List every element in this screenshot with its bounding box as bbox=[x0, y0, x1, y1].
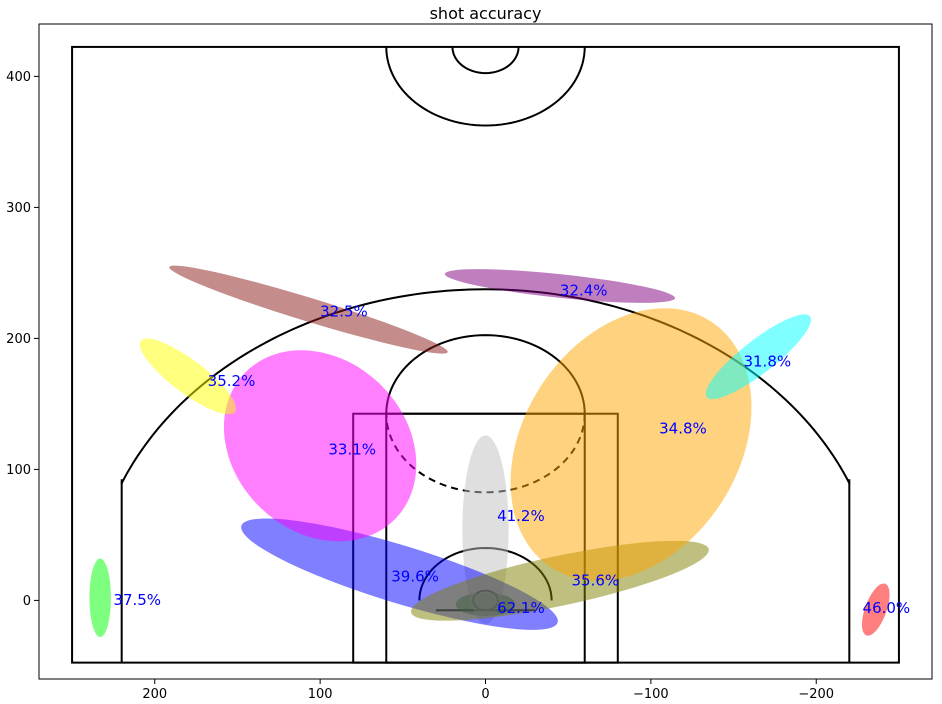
y-tick-label: 200 bbox=[6, 332, 31, 347]
shot-zone-9 bbox=[139, 338, 236, 415]
y-tick-label: 400 bbox=[6, 70, 31, 85]
accuracy-label-12: 31.8% bbox=[743, 352, 791, 370]
shot-zone-7 bbox=[223, 350, 417, 542]
y-axis: 0 100 200 300 400 bbox=[6, 70, 39, 609]
accuracy-label-2: 46.0% bbox=[863, 599, 911, 617]
x-tick-label: −100 bbox=[633, 687, 669, 702]
accuracy-label-5: 39.6% bbox=[391, 567, 439, 585]
y-tick-label: 300 bbox=[6, 201, 31, 216]
accuracy-label-10: 32.5% bbox=[320, 303, 368, 321]
x-tick-label: −200 bbox=[798, 687, 834, 702]
shot-zone-12 bbox=[705, 314, 811, 400]
x-tick-label: 0 bbox=[481, 687, 489, 702]
accuracy-label-11: 32.4% bbox=[560, 282, 608, 300]
accuracy-label-3: 62.1% bbox=[497, 599, 545, 617]
center-court-inner bbox=[451, 46, 520, 75]
shot-zone-2 bbox=[861, 583, 890, 636]
x-tick-label: 200 bbox=[142, 687, 167, 702]
shot-zone-1 bbox=[89, 558, 111, 638]
y-tick-label: 0 bbox=[23, 594, 31, 609]
accuracy-label-9: 35.2% bbox=[208, 372, 256, 390]
accuracy-label-4: 41.2% bbox=[497, 507, 545, 525]
x-tick-label: 100 bbox=[308, 687, 333, 702]
accuracy-labels: 37.5% 46.0% 62.1% 41.2% 39.6% 35.6% 33.1% 34.8%… bbox=[113, 282, 910, 617]
accuracy-label-8: 34.8% bbox=[659, 419, 707, 437]
x-axis: 200 100 0 −100 −200 bbox=[142, 679, 834, 702]
center-court-outer bbox=[385, 46, 586, 127]
shot-zone-8 bbox=[510, 308, 752, 581]
shot-zones bbox=[89, 265, 890, 638]
y-tick-label: 100 bbox=[6, 463, 31, 478]
accuracy-label-6: 35.6% bbox=[571, 571, 619, 589]
shot-zone-10 bbox=[169, 265, 448, 354]
accuracy-label-1: 37.5% bbox=[113, 591, 161, 609]
accuracy-label-7: 33.1% bbox=[328, 440, 376, 458]
shot-zone-11 bbox=[444, 269, 676, 303]
chart-title: shot accuracy bbox=[430, 4, 542, 23]
